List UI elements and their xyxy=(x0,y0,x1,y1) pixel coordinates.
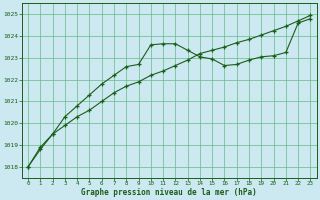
X-axis label: Graphe pression niveau de la mer (hPa): Graphe pression niveau de la mer (hPa) xyxy=(81,188,257,197)
